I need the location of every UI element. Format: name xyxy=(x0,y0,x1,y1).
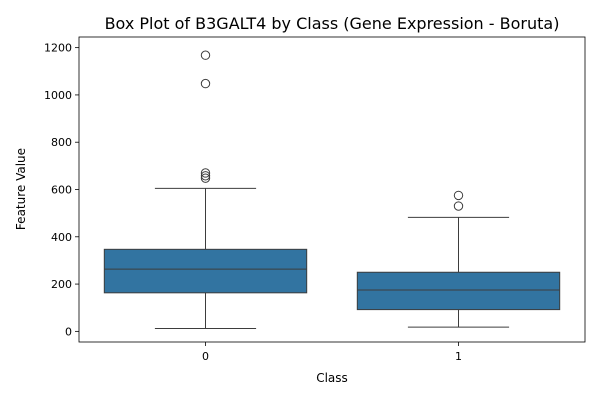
x-axis-label: Class xyxy=(316,371,348,385)
x-tick-label: 1 xyxy=(455,350,462,363)
y-axis-label: Feature Value xyxy=(14,148,28,230)
chart-title: Box Plot of B3GALT4 by Class (Gene Expre… xyxy=(105,14,560,33)
y-tick-label: 0 xyxy=(65,325,72,338)
outlier-point xyxy=(200,173,211,183)
y-tick-label: 200 xyxy=(51,278,72,291)
y-tick-label: 600 xyxy=(51,184,72,197)
y-tick-label: 400 xyxy=(51,231,72,244)
outlier-point xyxy=(200,50,211,60)
outlier-point xyxy=(200,171,211,181)
outlier-point xyxy=(200,168,211,178)
plot-area: 0 200 400 600 800 1000 1200 0 1 xyxy=(44,36,586,363)
box-class-0 xyxy=(103,248,308,294)
y-tick-label: 1000 xyxy=(44,89,72,102)
y-tick-label: 800 xyxy=(51,136,72,149)
box-class-1 xyxy=(356,271,561,311)
y-tick-label: 1200 xyxy=(44,42,72,55)
x-tick-label: 0 xyxy=(202,350,209,363)
outlier-point xyxy=(453,190,464,201)
outlier-point xyxy=(200,78,211,89)
outlier-point xyxy=(453,201,464,211)
